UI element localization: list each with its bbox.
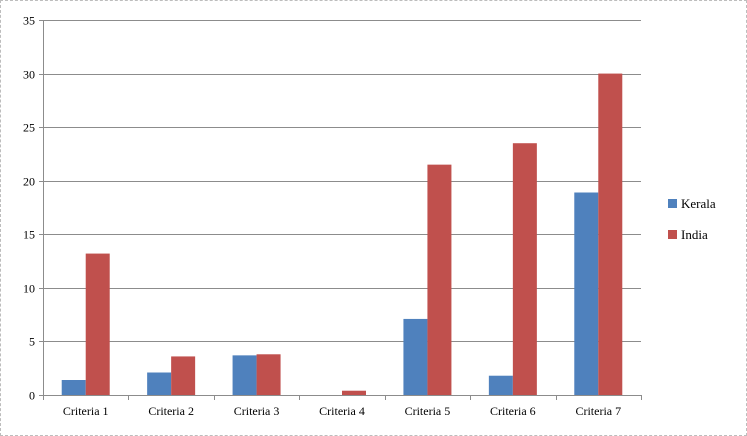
x-tick-label: Criteria 6 [490, 404, 536, 418]
legend-swatch-kerala [668, 199, 677, 208]
y-tick-label: 10 [23, 282, 35, 296]
x-tick-label: Criteria 1 [63, 404, 109, 418]
y-tick-label: 15 [23, 228, 35, 242]
bar-india-3 [256, 354, 281, 395]
bar-kerala-2 [147, 372, 172, 395]
x-tick-label: Criteria 2 [148, 404, 194, 418]
bar-kerala-5 [403, 318, 428, 395]
y-tick-labels: 0 5 10 15 20 25 30 35 [23, 14, 35, 403]
legend-swatch-india [668, 230, 677, 239]
bar-kerala-1 [61, 380, 86, 395]
axes [39, 20, 642, 400]
y-tick-label: 30 [23, 68, 35, 82]
bars [61, 73, 623, 396]
y-tick-label: 0 [29, 389, 35, 403]
y-tick-label: 25 [23, 121, 35, 135]
x-tick-label: Criteria 4 [319, 404, 365, 418]
bar-india-4 [342, 390, 366, 395]
x-tick-labels: Criteria 1 Criteria 2 Criteria 3 Criteria 4… [63, 404, 621, 418]
bar-india-5 [427, 164, 452, 395]
bar-india-7 [598, 73, 623, 396]
gridlines [43, 20, 641, 342]
bar-kerala-3 [232, 355, 257, 395]
x-tick-label: Criteria 7 [575, 404, 621, 418]
legend-label-india: India [681, 227, 708, 242]
legend-label-kerala: Kerala [681, 196, 716, 211]
bar-kerala-7 [574, 192, 599, 395]
y-tick-label: 35 [23, 14, 35, 28]
bar-india-6 [512, 143, 537, 395]
x-tick-label: Criteria 5 [405, 404, 451, 418]
bar-kerala-6 [488, 375, 513, 395]
x-tick-label: Criteria 3 [234, 404, 280, 418]
y-tick-label: 5 [29, 335, 35, 349]
bar-india-1 [85, 253, 110, 395]
legend: Kerala India [668, 196, 716, 242]
y-tick-label: 20 [23, 175, 35, 189]
bar-india-2 [171, 356, 196, 395]
